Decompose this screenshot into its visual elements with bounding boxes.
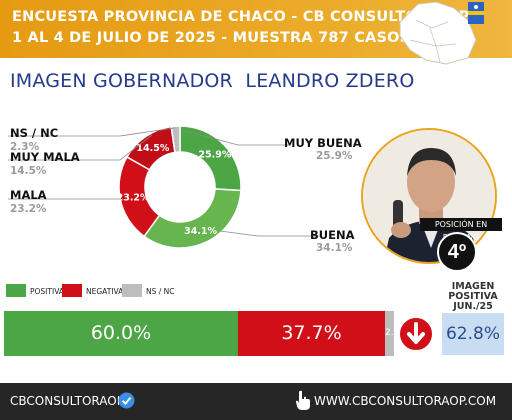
- label-muy-buena: MUY BUENA: [284, 136, 362, 150]
- bar-segment-ns-nc: 2.3: [385, 311, 399, 356]
- footer-website[interactable]: WWW.CBCONSULTORAOP.COM: [314, 394, 497, 408]
- donut-slice-label-buena: 34.1%: [184, 226, 217, 237]
- legend-label-positiva: POSITIVA: [30, 287, 64, 296]
- value-ns-nc: 2.3%: [10, 141, 40, 153]
- value-muy-mala: 14.5%: [10, 165, 47, 177]
- legend-swatch-positiva: [6, 284, 26, 297]
- bar-segment-negativa: 37.7%: [238, 311, 386, 356]
- leader-line-muy-buena: [181, 129, 290, 146]
- label-muy-mala: MUY MALA: [10, 150, 80, 164]
- province-flag-icon: [468, 2, 484, 24]
- down-arrow-icon: [398, 316, 434, 352]
- value-muy-buena: 25.9%: [316, 150, 353, 162]
- ranking-label: POSICIÓN EN RANKING: [420, 218, 502, 242]
- donut-slice-label-mala: 23.2%: [117, 193, 150, 204]
- leader-line-buena: [219, 230, 320, 237]
- value-buena: 34.1%: [316, 242, 353, 254]
- previous-image-heading-line2: POSITIVA: [448, 291, 498, 302]
- bar-segment-positiva: 60.0%: [4, 311, 238, 356]
- header-title: ENCUESTA PROVINCIA DE CHACO - CB CONSULT…: [12, 9, 470, 25]
- previous-image-value: 62.8%: [442, 313, 504, 355]
- chart-subtitle: IMAGEN GOBERNADOR LEANDRO ZDERO: [10, 70, 415, 92]
- verified-check-icon: [118, 392, 135, 409]
- ranking-badge: 4º: [437, 232, 477, 272]
- label-buena: BUENA: [310, 228, 355, 242]
- footer-bar: [0, 383, 512, 420]
- donut-slice-ns-nc: [170, 125, 181, 154]
- label-mala: MALA: [10, 188, 47, 202]
- previous-image-heading: IMAGEN POSITIVA JUN./25: [440, 282, 506, 312]
- donut-slice-label-muy-mala: 14.5%: [136, 143, 169, 154]
- legend-label-negativa: NEGATIVA: [86, 287, 124, 296]
- previous-image-heading-line3: JUN./25: [453, 301, 493, 312]
- label-ns-nc: NS / NC: [10, 126, 59, 140]
- legend-swatch-negativa: [62, 284, 82, 297]
- legend-label-ns-nc: NS / NC: [146, 287, 175, 296]
- legend-swatch-ns-nc: [122, 284, 142, 297]
- leader-line-muy-mala: [8, 134, 153, 161]
- previous-image-heading-line1: IMAGEN: [451, 281, 495, 292]
- donut-slice-buena: [143, 188, 242, 249]
- footer-social-handle[interactable]: CBCONSULTORAOK: [10, 394, 125, 408]
- donut-slice-label-muy-buena: 25.9%: [198, 150, 231, 161]
- value-mala: 23.2%: [10, 203, 47, 215]
- leader-line-ns-nc: [8, 127, 175, 137]
- pointer-hand-icon: [296, 390, 310, 410]
- chaco-map-icon: [399, 1, 477, 65]
- header-subtitle: 1 AL 4 DE JULIO DE 2025 - MUESTRA 787 CA…: [12, 30, 411, 46]
